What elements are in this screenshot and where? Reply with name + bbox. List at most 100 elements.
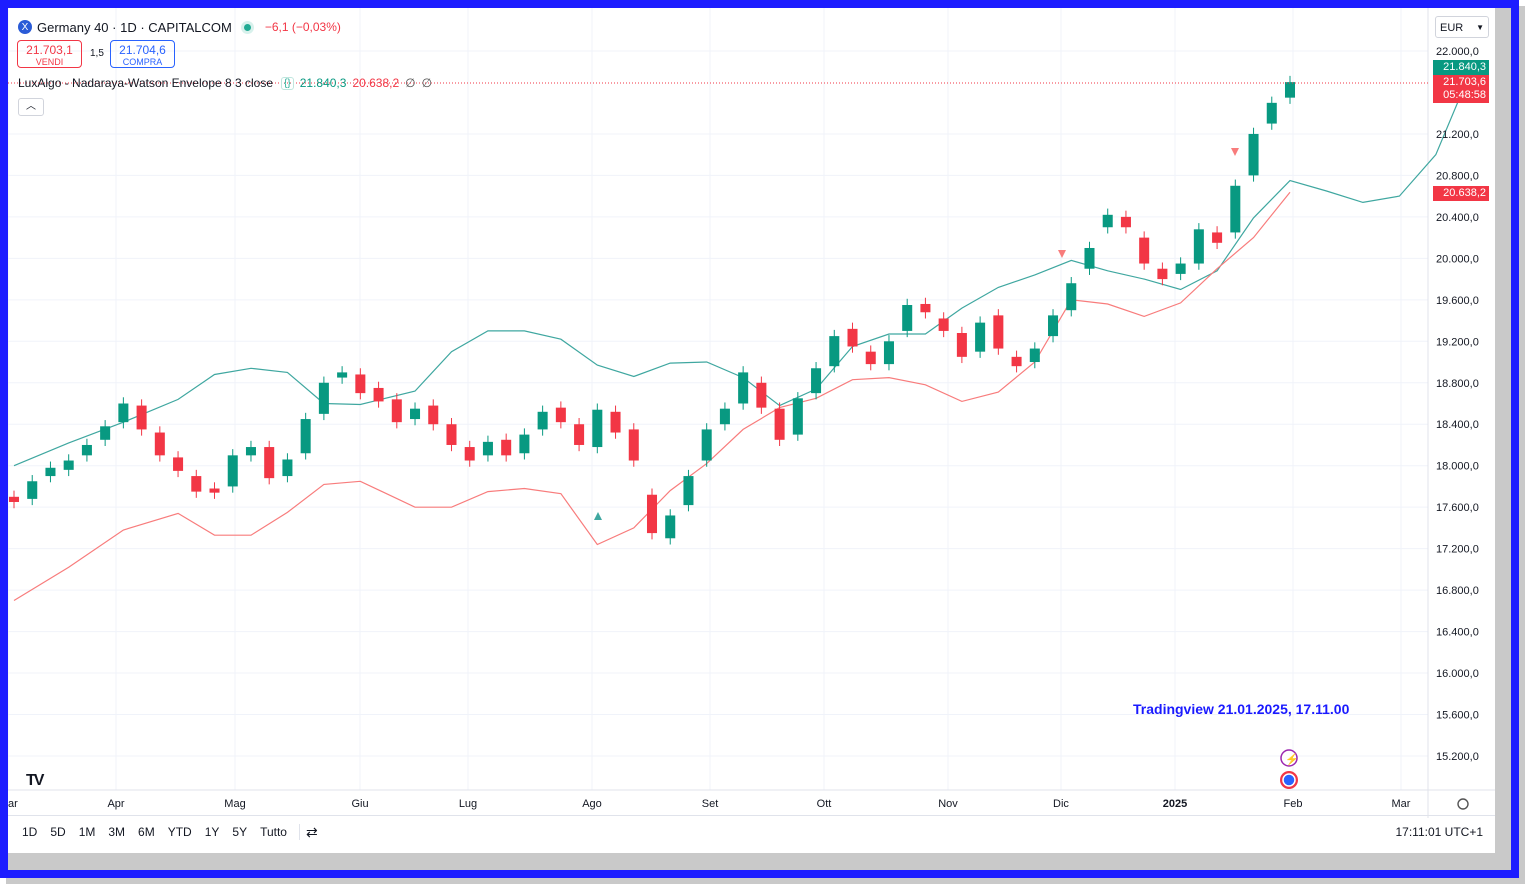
price-tick-label: 19.200,0 [1436,336,1479,348]
indicator-value-4: ∅ [421,76,433,90]
candle-body [610,411,621,433]
candle-body [592,409,603,448]
price-tick-label: 22.000,0 [1436,46,1479,58]
candle-body [920,303,931,313]
symbol-title[interactable]: Germany 40 · 1D · CAPITALCOM [37,19,232,35]
range-3m[interactable]: 3M [108,825,126,839]
candle-body [665,515,676,539]
sell-button[interactable]: 21.703,1 VENDI [17,40,82,68]
market-status-icon [243,23,251,31]
price-tick-label: 17.200,0 [1436,544,1479,556]
candle-body [118,403,129,423]
time-tick-label: 2025 [1163,798,1187,810]
range-5d[interactable]: 5D [50,825,66,839]
candle-body [574,424,585,445]
price-tick-label: 16.000,0 [1436,668,1479,680]
range-ytd[interactable]: YTD [167,825,192,839]
chevron-down-icon: ▼ [1476,23,1484,32]
price-tick-label: 16.400,0 [1436,627,1479,639]
candle-body [719,408,730,425]
candle-body [282,459,293,477]
time-tick-label: Feb [1284,798,1303,810]
indicator-lower-value: 20.638,2 [352,76,400,90]
candle-body [1248,133,1259,176]
candle-body [792,398,803,435]
candle-body [683,476,694,506]
range-5y[interactable]: 5Y [232,825,248,839]
clock-timezone[interactable]: 17:11:01 UTC+1 [1395,825,1484,839]
candle-body [1157,268,1168,280]
symbol-header[interactable]: X Germany 40 · 1D · CAPITALCOM −6,1 (−0,… [18,16,341,38]
toolbar-divider [298,824,300,840]
lower-envelope-badge: 20.638,2 [1433,186,1489,201]
candle-body [738,372,749,404]
candle-body [865,351,876,365]
candle-body [1102,214,1113,228]
price-tick-label: 18.400,0 [1436,419,1479,431]
range-1d[interactable]: 1D [22,825,38,839]
price-tick-label: 20.800,0 [1436,170,1479,182]
currency-selector[interactable]: EUR ▼ [1435,16,1489,38]
range-6m[interactable]: 6M [138,825,155,839]
collapse-legend-button[interactable]: ︿ [18,98,44,116]
range-all[interactable]: Tutto [260,825,287,839]
time-axis: ar Apr Mag Giu Lug Ago Set Ott Nov Dic 2025 Feb Mar [8,798,1411,810]
price-tick-label: 18.000,0 [1436,461,1479,473]
candle-body [27,481,38,499]
price-tick-label: 20.400,0 [1436,212,1479,224]
buy-price: 21.704,6 [119,43,166,57]
price-tick-label: 20.000,0 [1436,253,1479,265]
time-tick-label: Ott [817,798,832,810]
range-1m[interactable]: 1M [78,825,96,839]
candle-body [975,322,986,352]
candle-body [938,318,949,331]
candle-body [209,488,220,493]
sell-label: VENDI [35,57,64,67]
settings-gear-icon[interactable] [1457,798,1469,810]
candle-body [628,429,639,461]
candle-body [555,407,566,423]
candle-body [1011,356,1022,367]
candle-body [81,444,92,456]
candle-body [45,467,56,477]
indicator-legend[interactable]: LuxAlgo - Nadaraya-Watson Envelope 8 3 c… [18,76,438,90]
time-tick-label: Giu [351,798,368,810]
candle-body [355,374,366,394]
candle-body [154,432,165,456]
signal-down-marker [1058,250,1066,258]
lightning-icon[interactable] [1280,749,1298,767]
indicator-value-3: ∅ [405,76,416,90]
price-axis: 22.000,0 21.200,0 20.800,0 20.400,0 20.000,0… [1436,46,1479,763]
lightning-glyph: ⚡ [1285,753,1299,766]
candle-body [774,408,785,440]
price-tick-label: 19.600,0 [1436,295,1479,307]
events-icon-inner [1282,773,1296,787]
candle-body [501,439,512,456]
price-tick-label: 21.200,0 [1436,129,1479,141]
price-chart[interactable]: 22.000,0 21.200,0 20.800,0 20.400,0 20.000,0… [8,8,1495,853]
source-code-icon[interactable]: {} [281,76,294,90]
candle-body [902,305,913,331]
candle-body [646,494,658,534]
indicator-name[interactable]: LuxAlgo - Nadaraya-Watson Envelope 8 3 c… [18,76,274,90]
candle-body [227,455,238,487]
buy-button[interactable]: 21.704,6 COMPRA [110,40,175,68]
symbol-logo-icon: X [18,20,32,34]
screenshot-caption: Tradingview 21.01.2025, 17.11.00 [1133,701,1350,717]
sell-price: 21.703,1 [26,43,73,57]
candle-body [956,333,967,357]
time-tick-label: Ago [582,798,602,810]
candle-body [391,399,402,423]
tradingview-logo[interactable]: TV [26,772,45,789]
candle-body [191,476,202,492]
candle-body [464,447,475,461]
candle-body [1084,247,1095,269]
candle-body [173,457,184,471]
range-1y[interactable]: 1Y [204,825,220,839]
go-to-date-icon[interactable]: ⇄ [305,823,318,840]
candle-body [1120,216,1131,228]
candle-body [829,336,840,367]
candle-body [136,405,147,430]
candle-body [318,382,329,414]
